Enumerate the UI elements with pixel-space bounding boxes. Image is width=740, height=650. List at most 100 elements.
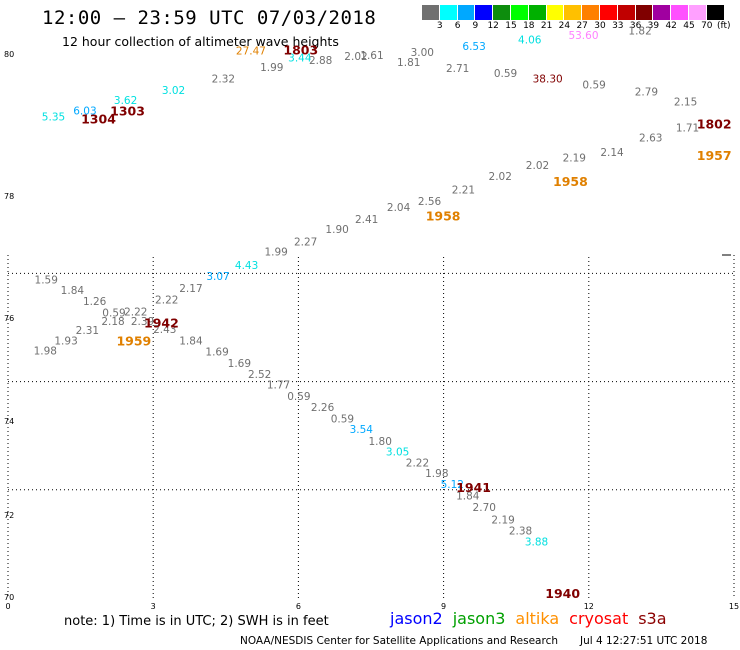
- wave-height-value: 2.02: [344, 51, 367, 63]
- scale-swatch: [439, 5, 458, 20]
- wave-height-value: 38.30: [533, 73, 563, 85]
- wave-height-value: 2.19: [491, 514, 514, 526]
- wave-height-value: 0.59: [494, 68, 517, 80]
- scale-swatch: [671, 5, 689, 20]
- scale-label: 6: [454, 21, 461, 31]
- legend-entry-altika: altika: [515, 609, 560, 628]
- scale-swatch: [706, 5, 725, 20]
- scale-swatch: [635, 5, 654, 20]
- wave-height-value: 1.98: [425, 468, 448, 480]
- wave-height-value: 2.22: [406, 458, 429, 470]
- wave-height-value: 3.05: [386, 447, 409, 459]
- wave-height-value: 1.93: [54, 335, 77, 347]
- scale-swatch: [457, 5, 476, 20]
- wave-height-value: 3.62: [114, 95, 137, 107]
- pass-number-label: 1304: [81, 112, 116, 127]
- wave-height-value: 3.07: [206, 271, 229, 283]
- wave-height-value: 2.22: [155, 295, 178, 307]
- wave-height-value: 1.90: [325, 224, 348, 236]
- wave-height-value: 0.59: [287, 391, 310, 403]
- wave-height-value: 3.88: [525, 537, 548, 549]
- wave-height-value: 1.82: [628, 25, 651, 37]
- wave-height-labels: 5.35 6.033.623.022.321.992.88 2.021.611.81…: [34, 25, 700, 548]
- scale-label: 33: [612, 21, 624, 31]
- wave-height-value: 4.06: [518, 34, 542, 46]
- pass-number-label: 1958: [426, 208, 461, 223]
- wave-height-value: 3.44: [288, 52, 312, 64]
- scale-swatch: [653, 5, 672, 20]
- wave-height-value: 1.26: [83, 296, 107, 308]
- y-tick-label: 76: [4, 314, 14, 323]
- axis-tick-labels: 0 3 6 9 12 15 80 78 76 74 72 70: [4, 50, 739, 611]
- wave-height-value: 6.03: [73, 105, 96, 117]
- scale-label: 45: [683, 21, 695, 31]
- scale-swatch: [546, 5, 565, 20]
- wave-height-value: 1.69: [228, 358, 251, 370]
- pass-number-label: 1957: [697, 148, 732, 163]
- wave-height-value: 2.32: [212, 73, 235, 85]
- wave-height-value: 2.52: [248, 369, 271, 381]
- y-tick-label: 72: [4, 511, 14, 520]
- wave-height-value: 2.14: [600, 147, 624, 159]
- x-tick-label: 6: [296, 602, 301, 611]
- wave-height-value: 1.80: [369, 436, 392, 448]
- wave-height-value: 1.99: [260, 62, 283, 74]
- wave-height-value: 0.59: [331, 414, 354, 426]
- wave-height-value: 1.59: [35, 275, 58, 287]
- scale-swatch: [688, 5, 707, 20]
- scale-swatch: [599, 5, 618, 20]
- wave-height-value: 2.21: [452, 184, 475, 196]
- pass-number-label: 1303: [110, 103, 145, 118]
- pass-number-label: 1942: [144, 316, 179, 331]
- wave-height-value: 2.18: [101, 316, 124, 328]
- wave-height-value: 2.02: [489, 171, 512, 183]
- wave-height-value: 5.35: [42, 111, 65, 123]
- wave-height-value: 2.17: [179, 283, 202, 295]
- pass-number-label: 1941: [456, 480, 491, 495]
- wave-height-value: 2.02: [526, 160, 549, 172]
- scale-label: 3: [436, 21, 443, 31]
- satellite-legend: jason2 jason3 altika cryosat s3a: [390, 609, 667, 628]
- pass-number-label: 1958: [553, 174, 588, 189]
- credit-text: NOAA/NESDIS Center for Satellite Applica…: [240, 635, 558, 647]
- scale-swatch: [528, 5, 547, 20]
- wave-height-value: 2.26: [311, 402, 335, 414]
- legend-entry-s3a: s3a: [638, 609, 667, 628]
- wave-height-value: 6.53: [462, 41, 485, 53]
- scale-swatch: [475, 5, 494, 20]
- wave-height-value: 2.63: [639, 132, 662, 144]
- page-title: 12:00 – 23:59 UTC 07/03/2018: [42, 7, 377, 29]
- scale-label: 70: [701, 21, 713, 31]
- scale-swatch: [564, 5, 583, 20]
- scale-swatch: [510, 5, 529, 20]
- wave-height-value: 2.38: [509, 526, 532, 538]
- wave-height-value: 5.12: [441, 479, 464, 491]
- wave-height-value: 2.19: [563, 152, 586, 164]
- page-subtitle: 12 hour collection of altimeter wave hei…: [62, 34, 339, 49]
- y-tick-label: 78: [4, 192, 14, 201]
- wave-height-value: 1.99: [264, 247, 287, 259]
- generated-timestamp: Jul 4 12:27:51 UTC 2018: [580, 635, 708, 647]
- color-scale-bar: [422, 5, 725, 20]
- scale-swatch: [582, 5, 600, 20]
- wave-height-value: 2.15: [674, 97, 697, 109]
- wave-height-value: 1.98: [34, 346, 57, 358]
- wave-height-value: 1.69: [205, 347, 228, 359]
- wave-height-value: 2.43: [153, 324, 176, 336]
- wave-height-value: 2.70: [473, 502, 496, 514]
- wave-height-value: 1.81: [397, 57, 420, 69]
- x-tick-label: 3: [151, 602, 156, 611]
- wave-height-value: 53.60: [568, 30, 598, 42]
- scale-label: 18: [523, 21, 535, 31]
- wave-height-value: 3.54: [350, 424, 374, 436]
- pass-number-label: 1940: [545, 586, 580, 601]
- scale-label: 36: [629, 21, 642, 31]
- wave-height-value: 3.00: [411, 47, 434, 59]
- wave-height-value: 2.56: [418, 196, 442, 208]
- scale-label: 30: [594, 21, 606, 31]
- wave-height-value: 1.61: [360, 50, 383, 62]
- wave-height-value: 1.71: [676, 123, 699, 135]
- scale-swatch: [422, 5, 440, 20]
- wave-height-value: 2.88: [309, 55, 332, 67]
